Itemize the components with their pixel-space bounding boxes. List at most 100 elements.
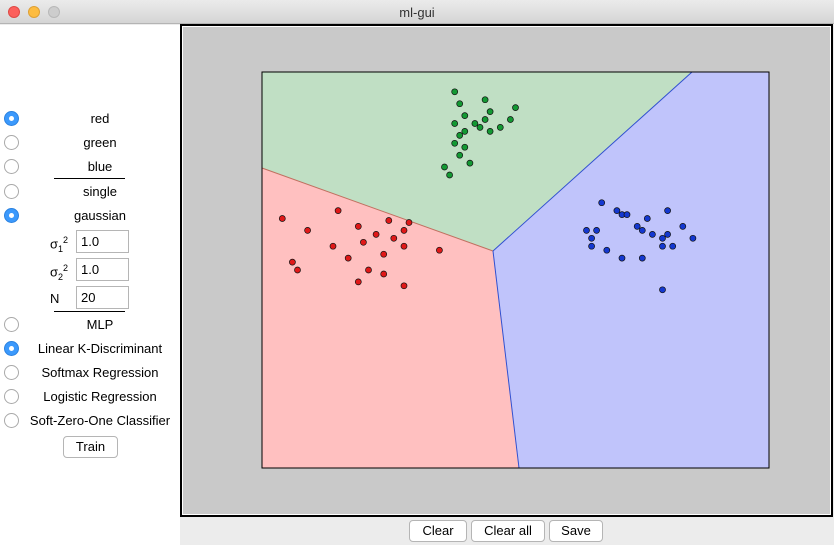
blue-point <box>613 207 621 214</box>
blue-region <box>493 72 769 468</box>
green-point <box>486 108 494 115</box>
red-point <box>354 278 362 286</box>
red-point <box>436 246 443 254</box>
green-point <box>471 120 479 127</box>
red-point <box>304 227 311 234</box>
save-button[interactable]: Save <box>549 520 603 542</box>
red-point <box>400 227 408 234</box>
sigma1-input[interactable] <box>76 230 129 253</box>
blue-point <box>659 286 666 294</box>
green-point <box>451 88 459 96</box>
red-region <box>262 168 519 468</box>
blue-point <box>664 231 671 238</box>
blue-point <box>593 227 600 234</box>
decision-boundary-red-blue <box>492 250 520 469</box>
radio-soft-zero-one-classifier[interactable] <box>4 413 19 428</box>
blue-point <box>664 207 671 214</box>
sidebar <box>0 25 180 545</box>
red-point <box>365 266 372 274</box>
option-label-red: red <box>90 111 110 126</box>
decision-boundary-red-green <box>261 167 494 252</box>
plot-canvas[interactable] <box>183 27 830 514</box>
radio-softmax-regression[interactable] <box>4 365 19 380</box>
green-point <box>446 171 453 179</box>
green-point <box>496 124 504 131</box>
clear-button[interactable]: Clear <box>409 520 467 542</box>
train-button[interactable]: Train <box>63 436 118 458</box>
green-point <box>451 120 459 127</box>
green-point <box>461 128 469 135</box>
red-point <box>329 242 337 250</box>
red-point <box>372 231 380 238</box>
radio-logistic-regression[interactable] <box>4 389 19 404</box>
radio-single[interactable] <box>4 184 19 199</box>
model-label-soft-zero-one-classifier: Soft-Zero-One Classifier <box>29 413 171 428</box>
green-point <box>456 100 464 108</box>
data-points <box>278 88 697 294</box>
decision-boundary-green-blue <box>492 71 693 252</box>
green-point <box>512 104 519 111</box>
n-input[interactable] <box>76 286 129 309</box>
blue-point <box>643 215 651 222</box>
green-point <box>456 132 464 139</box>
blue-point <box>679 223 687 230</box>
n-label: N <box>50 291 60 306</box>
model-label-softmax-regression: Softmax Regression <box>41 365 159 380</box>
blue-point <box>633 223 641 230</box>
green-point <box>461 112 469 119</box>
close-window-button[interactable] <box>8 6 20 18</box>
green-point <box>441 163 448 171</box>
green-point <box>507 116 514 123</box>
option-label-single: single <box>83 184 117 199</box>
blue-point <box>659 234 666 242</box>
red-point <box>360 238 367 246</box>
option-label-blue: blue <box>87 159 113 174</box>
green-point <box>481 116 489 123</box>
radio-green[interactable] <box>4 135 19 150</box>
green-point <box>451 139 459 147</box>
separator <box>54 178 125 179</box>
red-point <box>278 215 286 222</box>
radio-red[interactable] <box>4 111 19 126</box>
option-label-green: green <box>83 135 117 150</box>
red-point <box>380 270 388 278</box>
red-point <box>380 250 388 258</box>
green-point <box>456 151 464 159</box>
window-title: ml-gui <box>399 5 435 20</box>
separator <box>54 311 125 312</box>
green-point <box>461 143 469 151</box>
radio-gaussian[interactable] <box>4 208 19 223</box>
model-label-mlp: MLP <box>86 317 114 332</box>
model-label-logistic-regression: Logistic Regression <box>43 389 157 404</box>
model-label-linear-k-discriminant: Linear K-Discriminant <box>37 341 163 356</box>
green-point <box>481 96 489 104</box>
radio-linear-k-discriminant[interactable] <box>4 341 19 356</box>
blue-point <box>638 227 646 234</box>
blue-point <box>598 199 606 207</box>
sigma2-label: σ22 <box>50 263 69 282</box>
green-point <box>466 159 474 167</box>
red-point <box>334 207 342 214</box>
blue-point <box>603 246 611 254</box>
blue-point <box>623 211 631 218</box>
blue-point <box>689 234 697 242</box>
minimize-window-button[interactable] <box>28 6 40 18</box>
red-point <box>400 242 408 250</box>
title-bar: ml-gui <box>0 0 834 24</box>
option-label-gaussian: gaussian <box>73 208 127 223</box>
blue-point <box>659 242 666 250</box>
green-point <box>476 124 484 131</box>
red-point <box>385 217 393 224</box>
blue-point <box>588 242 595 250</box>
sigma1-label: σ12 <box>50 235 69 254</box>
red-point <box>289 258 296 266</box>
sigma2-input[interactable] <box>76 258 129 281</box>
red-point <box>354 223 362 230</box>
red-point <box>405 219 413 226</box>
clear-all-button[interactable]: Clear all <box>471 520 545 542</box>
blue-point <box>588 234 595 242</box>
red-point <box>390 234 398 242</box>
zoom-window-button[interactable] <box>48 6 60 18</box>
radio-mlp[interactable] <box>4 317 19 332</box>
radio-blue[interactable] <box>4 159 19 174</box>
